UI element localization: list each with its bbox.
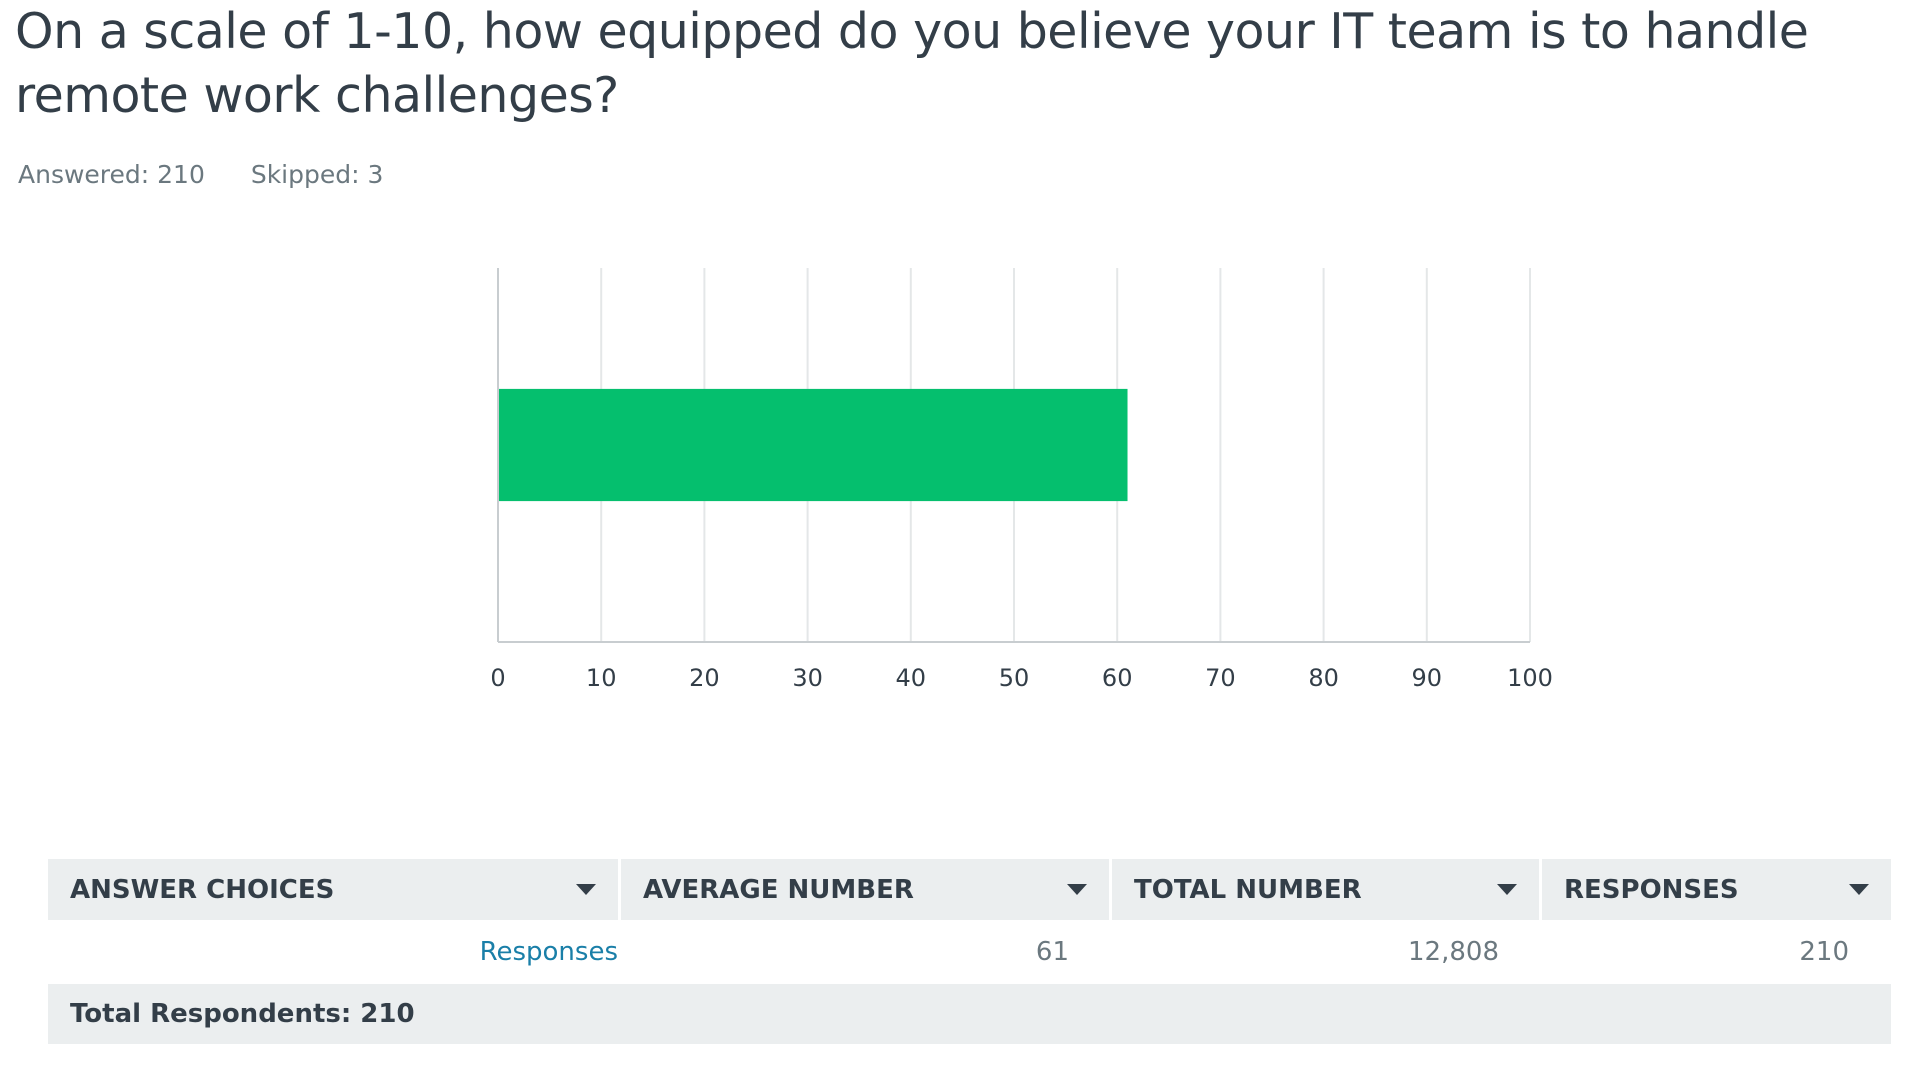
- header-average-number[interactable]: AVERAGE NUMBER: [621, 859, 1109, 920]
- sort-arrow-icon[interactable]: [1497, 884, 1517, 895]
- x-tick-label: 90: [1412, 664, 1443, 692]
- header-total-number-label: TOTAL NUMBER: [1134, 874, 1362, 905]
- sort-arrow-icon[interactable]: [576, 884, 596, 895]
- x-tick-label: 60: [1102, 664, 1133, 692]
- header-total-number[interactable]: TOTAL NUMBER: [1112, 859, 1539, 920]
- x-tick-label: 30: [792, 664, 823, 692]
- header-responses-label: RESPONSES: [1564, 874, 1739, 905]
- chart-tick-labels: 0 10 20 30 40 50 60 70 80 90 100: [490, 664, 1553, 692]
- answer-choice-cell: Responses: [48, 937, 618, 967]
- responses-count-cell: 210: [1799, 937, 1849, 967]
- table-header-row: ANSWER CHOICES AVERAGE NUMBER TOTAL NUMB…: [48, 859, 1891, 920]
- sort-arrow-icon[interactable]: [1067, 884, 1087, 895]
- average-number-cell: 61: [1035, 937, 1069, 967]
- header-answer-choices-label: ANSWER CHOICES: [70, 874, 335, 905]
- bar-responses: [498, 388, 1128, 502]
- total-respondents-row: Total Respondents: 210: [48, 984, 1891, 1044]
- question-title: On a scale of 1-10, how equipped do you …: [15, 3, 1809, 124]
- header-responses[interactable]: RESPONSES: [1542, 859, 1891, 920]
- bar-chart: 0 10 20 30 40 50 60 70 80 90 100: [490, 268, 1553, 692]
- table-row: Responses 61 12,808 210: [48, 920, 1891, 984]
- x-tick-label: 80: [1308, 664, 1339, 692]
- x-tick-label: 0: [490, 664, 505, 692]
- header-answer-choices[interactable]: ANSWER CHOICES: [48, 859, 618, 920]
- sort-arrow-icon[interactable]: [1849, 884, 1869, 895]
- total-respondents-label: Total Respondents: 210: [70, 999, 415, 1029]
- chart-bars: [498, 388, 1128, 502]
- responses-link[interactable]: Responses: [479, 937, 618, 967]
- answered-count: Answered: 210: [18, 160, 205, 189]
- results-table: ANSWER CHOICES AVERAGE NUMBER TOTAL NUMB…: [48, 859, 1891, 1044]
- chart-axes: [497, 268, 1530, 643]
- x-tick-label: 20: [689, 664, 720, 692]
- x-tick-label: 70: [1205, 664, 1236, 692]
- total-number-cell: 12,808: [1408, 937, 1499, 967]
- x-tick-label: 10: [586, 664, 617, 692]
- response-stats: Answered: 210 Skipped: 3: [18, 160, 421, 189]
- x-tick-label: 100: [1507, 664, 1553, 692]
- x-tick-label: 50: [999, 664, 1030, 692]
- header-average-number-label: AVERAGE NUMBER: [643, 874, 914, 905]
- skipped-count: Skipped: 3: [250, 160, 384, 189]
- x-tick-label: 40: [896, 664, 927, 692]
